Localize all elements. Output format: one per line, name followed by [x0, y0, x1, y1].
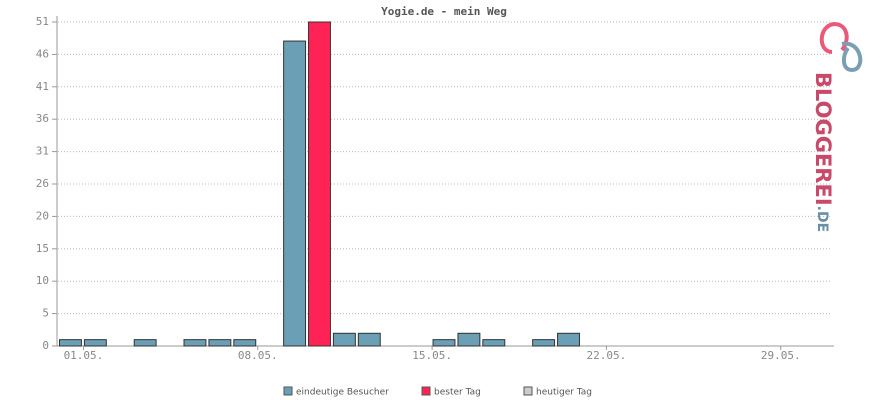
x-tick-label: 08.05. [238, 349, 278, 362]
legend-swatch [523, 386, 533, 396]
bar [482, 339, 506, 347]
bar [332, 332, 356, 347]
bar [83, 339, 107, 347]
y-tick-label: 26 [36, 177, 49, 190]
bar [457, 332, 481, 347]
logo-icon [819, 21, 863, 73]
y-tick-label: 0 [42, 339, 49, 352]
y-tick-label: 51 [36, 15, 49, 28]
legend-label: heutiger Tag [536, 388, 592, 398]
bar [133, 339, 157, 347]
y-tick-label: 20 [36, 209, 49, 222]
y-tick-label: 41 [36, 80, 49, 93]
y-tick-label: 46 [36, 47, 49, 60]
logo-text: BLOGGEREI.DE [811, 72, 835, 232]
y-tick-label: 31 [36, 145, 49, 158]
legend-swatch [421, 386, 431, 396]
bar [283, 40, 307, 347]
bar [183, 339, 207, 347]
bar [233, 339, 257, 347]
bar [432, 339, 456, 347]
y-tick-label: 15 [36, 242, 49, 255]
chart-title: Yogie.de - mein Weg [381, 5, 507, 18]
bar [532, 339, 556, 347]
x-tick-label: 01.05. [64, 349, 104, 362]
y-tick-label: 10 [36, 274, 49, 287]
bar [308, 21, 331, 347]
logo-name: BLOGGEREI [811, 72, 835, 206]
legend-label: eindeutige Besucher [296, 388, 389, 398]
bar [58, 339, 82, 347]
legend-swatch [283, 386, 293, 396]
bar [357, 332, 381, 347]
legend-label: bester Tag [434, 388, 481, 398]
x-tick-label: 29.05. [761, 349, 801, 362]
bar [208, 339, 232, 347]
logo-suffix: .DE [814, 206, 830, 233]
y-tick-label: 36 [36, 112, 49, 125]
y-tick-label: 5 [42, 307, 49, 320]
x-tick-label: 15.05. [412, 349, 452, 362]
x-tick-label: 22.05. [587, 349, 627, 362]
bar [557, 332, 580, 347]
